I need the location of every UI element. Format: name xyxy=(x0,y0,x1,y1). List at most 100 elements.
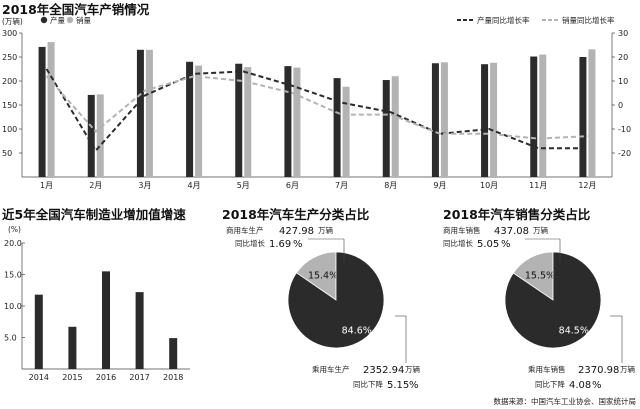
prod-passenger-label: 乘用车生产 xyxy=(312,364,350,374)
production-yoy-line xyxy=(45,68,588,153)
month-label: 2月 xyxy=(89,181,102,190)
right-tick-label: 30 xyxy=(618,29,628,38)
main-chart-title: 2018年全国汽车产销情况 xyxy=(2,2,150,17)
sales-bar xyxy=(293,67,301,177)
left-tick-label: 100 xyxy=(2,125,17,134)
sales-bar xyxy=(440,62,448,177)
right-tick-label: 20 xyxy=(618,53,628,62)
sales-commercial-label: 商用车销售 xyxy=(443,225,481,235)
right-tick-label: 10 xyxy=(618,77,628,86)
left-tick-label: 250 xyxy=(2,53,17,62)
main-legend: 产量 销量 产量同比增长率 销量同比增长率 xyxy=(40,15,615,25)
production-bar xyxy=(333,78,341,177)
growth-chart-bars xyxy=(34,271,178,369)
growth-chart-unit: (%) xyxy=(8,225,21,234)
growth-tick-label: 10.0 xyxy=(4,302,22,311)
sales-bar xyxy=(244,67,252,177)
left-tick-label: 50 xyxy=(2,149,12,158)
month-label: 4月 xyxy=(188,181,201,190)
sales-commercial-yoy-label: 同比增长 xyxy=(443,238,473,248)
month-label: 12月 xyxy=(578,181,596,190)
sales-yoy-line xyxy=(45,75,588,140)
month-label: 10月 xyxy=(480,181,498,190)
month-label: 6月 xyxy=(286,181,299,190)
sales-bar xyxy=(391,76,399,177)
prod-pie-chart: 15.4% 84.6% xyxy=(287,251,385,349)
right-tick-label: -10 xyxy=(618,125,631,134)
source-note: 数据来源：中国汽车工业协会、国家统计局 xyxy=(494,396,637,406)
sales-commercial-yoy-value: 5.05 xyxy=(477,239,499,250)
year-label: 2014 xyxy=(29,373,49,382)
legend-sales-label: 销量 xyxy=(76,15,91,25)
left-tick-label: 300 xyxy=(2,29,17,38)
sales-bar xyxy=(588,49,596,177)
prod-passenger-pct: 84.6% xyxy=(342,325,372,336)
left-tick-label: 200 xyxy=(2,77,17,86)
prod-passenger-yoy-unit: % xyxy=(409,380,419,391)
month-label: 11月 xyxy=(529,181,547,190)
month-label: 3月 xyxy=(138,181,151,190)
prod-commercial-yoy-unit: % xyxy=(293,239,303,250)
month-label: 5月 xyxy=(237,181,250,190)
prod-commercial-yoy-label: 同比增长 xyxy=(235,238,265,248)
month-label: 1月 xyxy=(40,181,53,190)
sales-passenger-label: 乘用车销售 xyxy=(528,364,566,374)
sales-bar xyxy=(96,94,104,177)
prod-passenger-unit: 万辆 xyxy=(405,364,420,374)
sales-passenger-yoy-label: 同比下降 xyxy=(535,379,565,389)
year-label: 2017 xyxy=(129,373,149,382)
main-chart-bars xyxy=(38,42,596,178)
sales-commercial-unit: 万辆 xyxy=(533,225,548,235)
prod-passenger-yoy-label: 同比下降 xyxy=(353,379,383,389)
prod-commercial-label: 商用车生产 xyxy=(226,225,264,235)
year-label: 2018 xyxy=(163,373,183,382)
prod-pie-title: 2018年汽车生产分类占比 xyxy=(222,207,370,222)
prod-passenger-value: 2352.94 xyxy=(363,365,404,376)
main-chart-lines xyxy=(45,68,588,153)
growth-bar xyxy=(102,271,110,369)
production-bar xyxy=(579,57,587,177)
prod-passenger-yoy-value: 5.15 xyxy=(387,380,409,391)
prod-commercial-slice xyxy=(295,251,337,301)
main-chart-axes: 50 100 150 200 250 300 -20 -10 0 10 20 30 1月 2月 3月 4月 5月… xyxy=(2,29,631,190)
sales-bar xyxy=(490,62,498,178)
production-bar xyxy=(38,46,46,177)
sales-passenger-slice xyxy=(504,251,602,349)
left-tick-label: 150 xyxy=(2,101,17,110)
growth-chart-axes: 5.0 10.0 15.0 20.0 2014 2015 2016 2017 2018 xyxy=(4,239,190,382)
growth-chart-title: 近5年全国汽车制造业增加值增速 xyxy=(2,207,186,222)
production-bar xyxy=(284,66,292,177)
prod-commercial-unit: 万辆 xyxy=(318,225,333,235)
growth-tick-label: 15.0 xyxy=(4,271,22,280)
main-chart-left-unit: (万辆) xyxy=(2,16,23,26)
year-label: 2016 xyxy=(96,373,116,382)
prod-commercial-yoy-value: 1.69 xyxy=(269,239,291,250)
sales-commercial-value: 437.08 xyxy=(494,226,529,237)
sales-passenger-unit: 万辆 xyxy=(620,364,635,374)
production-bar xyxy=(431,63,439,177)
production-bar xyxy=(481,64,489,177)
sales-bar xyxy=(539,54,547,177)
prod-passenger-slice xyxy=(287,251,385,349)
legend-sales-marker xyxy=(66,16,74,24)
growth-bar xyxy=(169,338,178,369)
right-tick-label: 0 xyxy=(618,101,623,110)
sales-bar xyxy=(342,86,350,177)
prod-commercial-value: 427.98 xyxy=(279,226,314,237)
growth-tick-label: 5.0 xyxy=(4,334,17,343)
legend-production-marker xyxy=(40,16,48,24)
sales-passenger-yoy-value: 4.08 xyxy=(569,380,591,391)
sales-pie-chart: 15.5% 84.5% xyxy=(504,251,602,349)
month-label: 9月 xyxy=(433,181,446,190)
sales-bar xyxy=(47,42,55,178)
sales-commercial-yoy-unit: % xyxy=(501,239,511,250)
growth-tick-label: 20.0 xyxy=(4,239,22,248)
production-bar xyxy=(136,49,144,177)
legend-production-yoy-label: 产量同比增长率 xyxy=(477,15,530,25)
sales-bar xyxy=(195,65,203,177)
right-tick-label: -20 xyxy=(618,149,631,158)
month-label: 7月 xyxy=(335,181,348,190)
sales-passenger-value: 2370.98 xyxy=(578,365,619,376)
sales-commercial-pct: 15.5% xyxy=(525,270,555,281)
